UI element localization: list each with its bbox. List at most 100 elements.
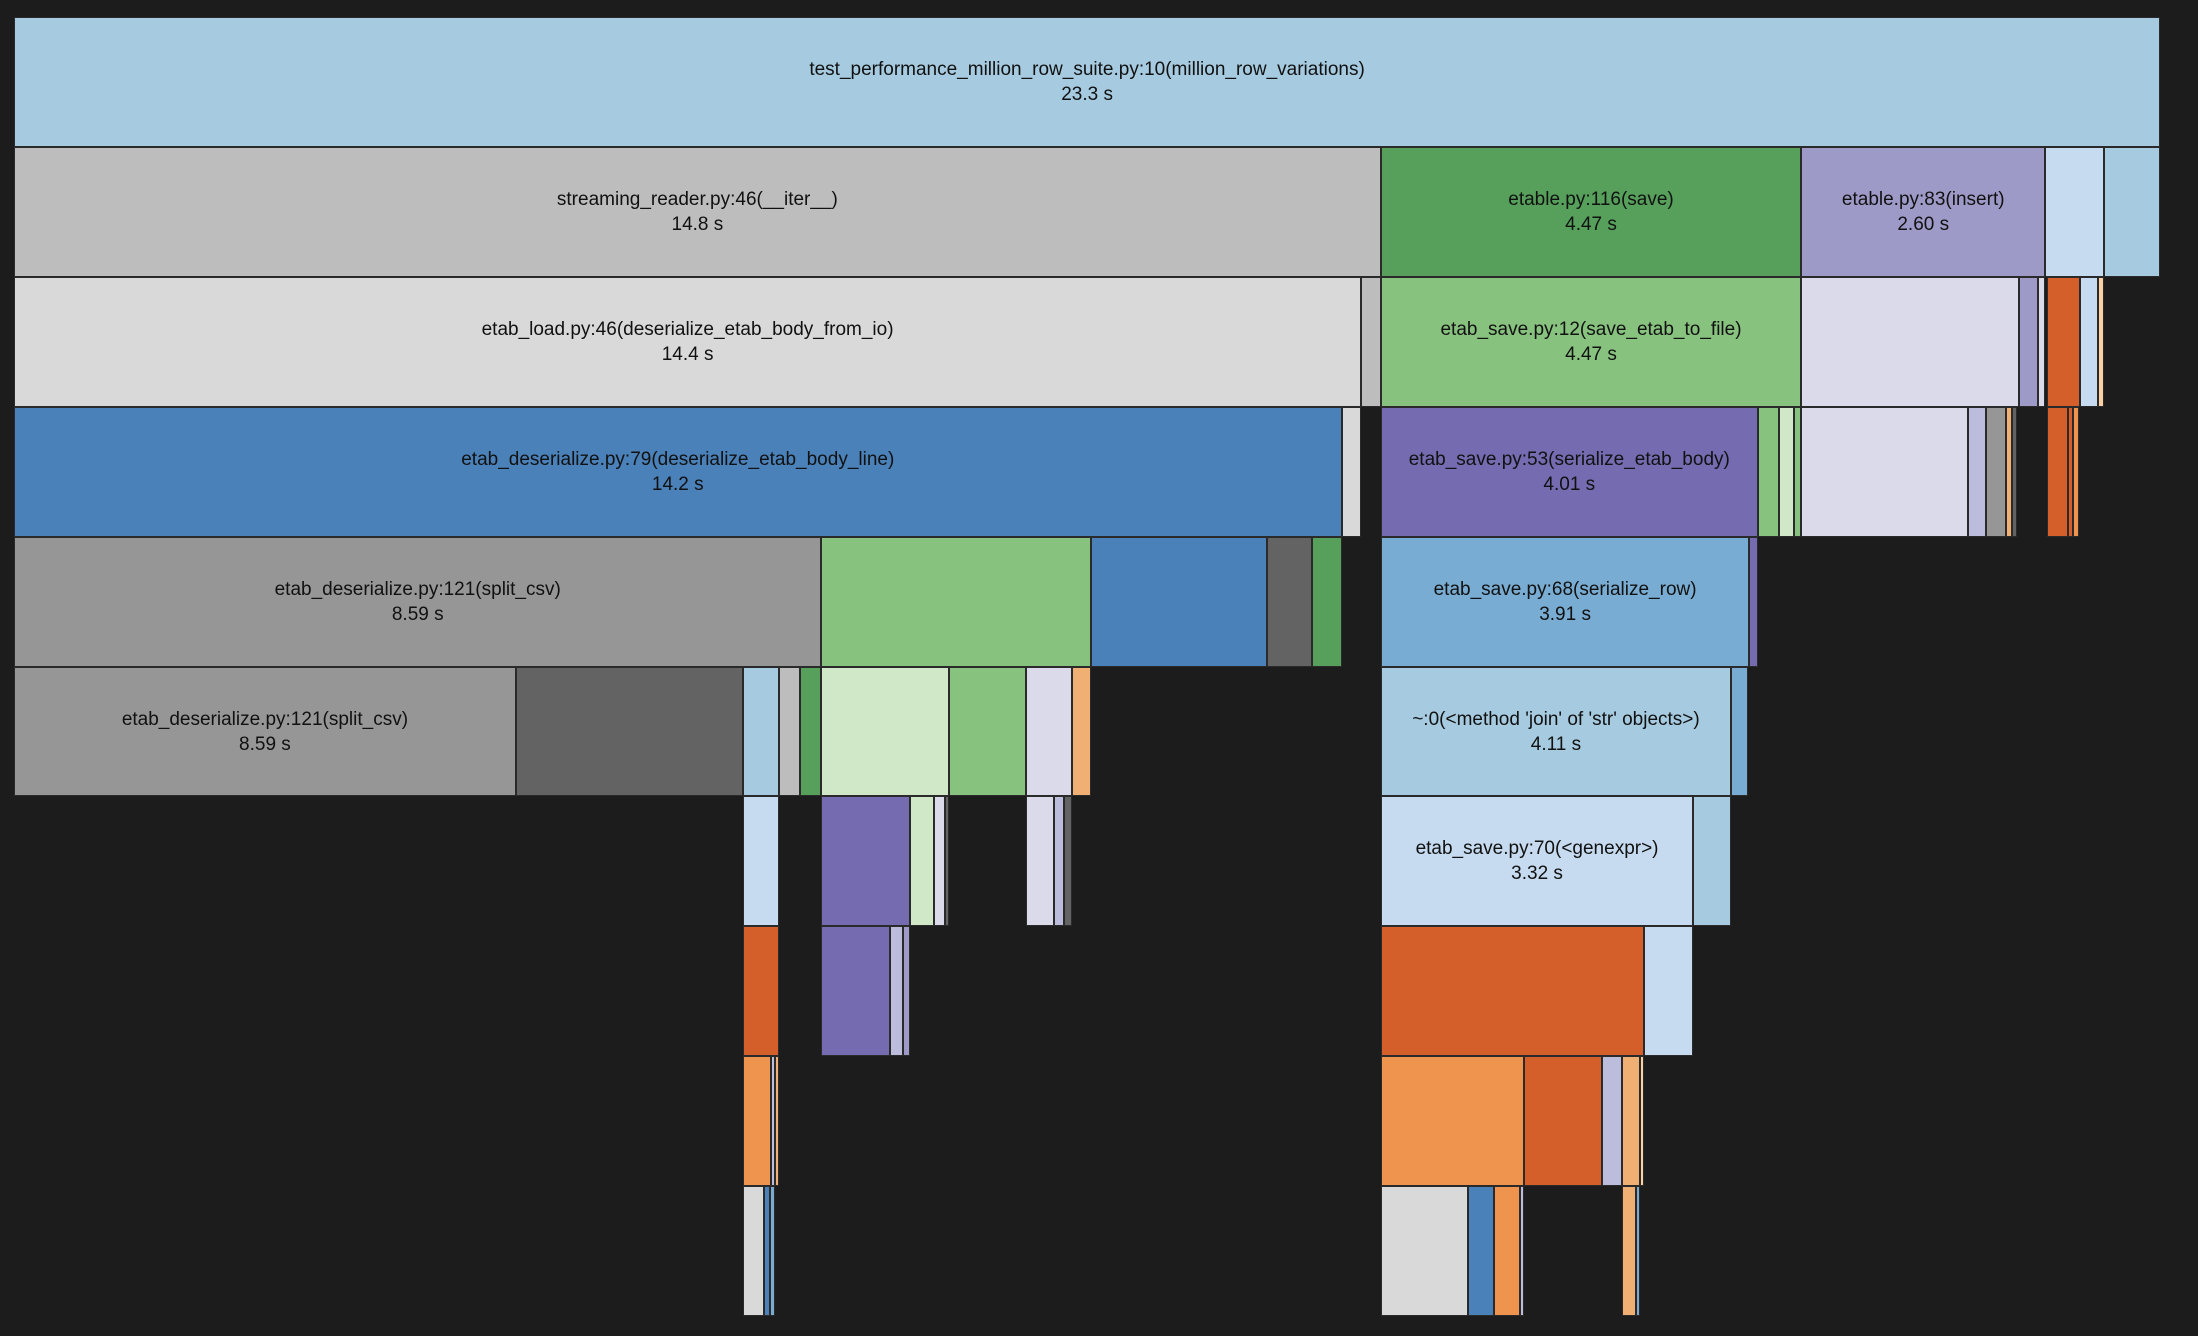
icicle-node-labeled[interactable]: etable.py:116(save) 4.47 s (1380, 146, 1802, 277)
icicle-node[interactable] (1380, 1186, 1468, 1317)
node-label: streaming_reader.py:46(__iter__) 14.8 s (15, 187, 1380, 237)
icicle-node[interactable] (1467, 1186, 1495, 1317)
icicle-node[interactable] (1494, 1186, 1520, 1317)
icicle-node[interactable] (2046, 406, 2068, 537)
icicle-node[interactable] (2080, 276, 2099, 407)
icicle-node[interactable] (1794, 406, 1802, 537)
icicle-node[interactable] (2046, 276, 2081, 407)
icicle-node-labeled[interactable]: test_performance_million_row_suite.py:10… (14, 16, 2161, 147)
node-label: etab_deserialize.py:79(deserialize_etab_… (15, 447, 1340, 497)
node-function-name: ~:0(<method 'join' of 'str' objects>) (1412, 708, 1700, 730)
icicle-node[interactable] (1757, 406, 1779, 537)
icicle-node[interactable] (1054, 796, 1064, 927)
node-label: etab_save.py:12(save_etab_to_file) 4.47 s (1382, 317, 1801, 367)
icicle-node[interactable] (1063, 796, 1073, 927)
icicle-node[interactable] (742, 926, 780, 1057)
icicle-node[interactable] (1090, 536, 1268, 667)
icicle-node[interactable] (742, 1056, 771, 1187)
node-function-name: etab_save.py:70(<genexpr>) (1415, 838, 1659, 860)
icicle-node[interactable] (1380, 926, 1645, 1057)
icicle-node[interactable] (1072, 666, 1091, 797)
node-time: 4.47 s (1565, 213, 1617, 235)
icicle-node[interactable] (742, 666, 780, 797)
icicle-node-labeled[interactable]: etab_save.py:70(<genexpr>) 3.32 s (1380, 796, 1694, 927)
node-label: etab_save.py:68(serialize_row) 3.91 s (1382, 577, 1749, 627)
icicle-node[interactable] (902, 926, 910, 1057)
icicle-node[interactable] (779, 666, 801, 797)
icicle-node-labeled[interactable]: etable.py:83(insert) 2.60 s (1801, 146, 2046, 277)
icicle-node[interactable] (2067, 406, 2074, 537)
icicle-node[interactable] (1380, 1056, 1524, 1187)
icicle-node[interactable] (2073, 406, 2079, 537)
icicle-node[interactable] (821, 926, 891, 1057)
icicle-node[interactable] (1640, 1056, 1645, 1187)
icicle-node[interactable] (2038, 276, 2046, 407)
icicle-node-labeled[interactable]: etab_deserialize.py:121(split_csv) 8.59 s (14, 666, 516, 797)
icicle-node-labeled[interactable]: etab_save.py:53(serialize_etab_body) 4.01… (1380, 406, 1758, 537)
icicle-node-labeled[interactable]: etab_deserialize.py:79(deserialize_etab_… (14, 406, 1342, 537)
icicle-node[interactable] (2098, 276, 2105, 407)
icicle-node[interactable] (2011, 406, 2018, 537)
icicle-node[interactable] (1801, 406, 1969, 537)
node-label: etab_load.py:46(deserialize_etab_body_fr… (15, 317, 1360, 367)
icicle-node[interactable] (1361, 276, 1381, 407)
icicle-node[interactable] (2018, 276, 2039, 407)
icicle-node[interactable] (515, 666, 743, 797)
node-time: 2.60 s (1897, 213, 1950, 235)
icicle-node[interactable] (890, 926, 903, 1057)
icicle-node[interactable] (949, 666, 1027, 797)
icicle-node[interactable] (1621, 1056, 1641, 1187)
node-label: test_performance_million_row_suite.py:10… (15, 57, 2159, 107)
icicle-node[interactable] (821, 796, 910, 927)
icicle-node-labeled[interactable]: etab_save.py:68(serialize_row) 3.91 s (1380, 536, 1750, 667)
icicle-node-labeled[interactable]: etab_load.py:46(deserialize_etab_body_fr… (14, 276, 1362, 407)
icicle-node[interactable] (2104, 146, 2161, 277)
icicle-node[interactable] (1778, 406, 1795, 537)
node-label: etab_deserialize.py:121(split_csv) 8.59 s (15, 577, 820, 627)
icicle-node[interactable] (1749, 536, 1758, 667)
icicle-node[interactable] (1621, 1186, 1636, 1317)
icicle-node[interactable] (1968, 406, 1987, 537)
icicle-node[interactable] (800, 666, 822, 797)
icicle-node-labeled[interactable]: etab_save.py:12(save_etab_to_file) 4.47 s (1380, 276, 1802, 407)
icicle-node[interactable] (2005, 406, 2012, 537)
node-time: 23.3 s (1061, 83, 1113, 105)
icicle-node[interactable] (821, 536, 1091, 667)
icicle-node[interactable] (770, 1056, 776, 1187)
icicle-node[interactable] (1635, 1186, 1641, 1317)
node-function-name: streaming_reader.py:46(__iter__) (556, 188, 838, 210)
icicle-node[interactable] (1731, 666, 1749, 797)
node-function-name: etab_deserialize.py:121(split_csv) (121, 708, 409, 730)
icicle-node[interactable] (944, 796, 949, 927)
icicle-node-labeled[interactable]: ~:0(<method 'join' of 'str' objects>) 4.1… (1380, 666, 1732, 797)
icicle-node[interactable] (763, 1186, 770, 1317)
icicle-node-labeled[interactable]: etab_deserialize.py:121(split_csv) 8.59 s (14, 536, 822, 667)
icicle-node[interactable] (1267, 536, 1313, 667)
icicle-node[interactable] (821, 666, 949, 797)
icicle-node[interactable] (1519, 1186, 1524, 1317)
icicle-node[interactable] (769, 1186, 776, 1317)
icicle-node[interactable] (1602, 1056, 1622, 1187)
node-function-name: test_performance_million_row_suite.py:10… (809, 58, 1365, 80)
node-time: 4.11 s (1530, 733, 1582, 755)
icicle-node[interactable] (1341, 406, 1362, 537)
icicle-node[interactable] (933, 796, 945, 927)
icicle-node[interactable] (1801, 276, 2019, 407)
icicle-node[interactable] (1523, 1056, 1603, 1187)
icicle-node[interactable] (909, 796, 934, 927)
node-time: 14.4 s (661, 343, 714, 365)
icicle-node[interactable] (1644, 926, 1694, 1057)
icicle-node[interactable] (1693, 796, 1732, 927)
node-time: 8.59 s (391, 603, 444, 625)
icicle-node[interactable] (1026, 796, 1055, 927)
icicle-node[interactable] (1026, 666, 1073, 797)
icicle-node[interactable] (1986, 406, 2006, 537)
icicle-node-labeled[interactable]: streaming_reader.py:46(__iter__) 14.8 s (14, 146, 1381, 277)
icicle-node[interactable] (2045, 146, 2105, 277)
icicle-node[interactable] (742, 1186, 764, 1317)
icicle-node[interactable] (1312, 536, 1342, 667)
node-function-name: etab_load.py:46(deserialize_etab_body_fr… (481, 318, 894, 340)
icicle-node[interactable] (742, 796, 780, 927)
icicle-node[interactable] (775, 1056, 780, 1187)
